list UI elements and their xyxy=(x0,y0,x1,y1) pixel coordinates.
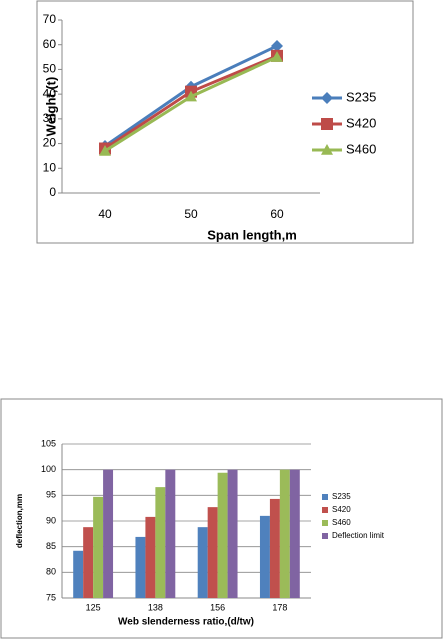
y-tick-label: 10 xyxy=(43,160,57,174)
y-tick-label: 30 xyxy=(43,111,57,125)
x-axis-label: Web slenderness ratio,(d/tw) xyxy=(118,617,254,628)
legend-label: S420 xyxy=(332,505,351,514)
bar xyxy=(73,550,84,598)
y-tick-label: 0 xyxy=(49,185,56,199)
y-tick-label: 85 xyxy=(46,541,56,551)
bar xyxy=(83,527,94,598)
bar xyxy=(135,536,146,598)
x-tick-label: 125 xyxy=(86,602,101,612)
legend-label: S235 xyxy=(346,89,376,104)
bar xyxy=(145,516,156,598)
legend-label: S460 xyxy=(332,518,351,527)
legend-marker xyxy=(321,92,333,104)
x-tick-label: 138 xyxy=(148,602,163,612)
marker xyxy=(99,144,111,156)
bar xyxy=(269,498,280,598)
chart-frame xyxy=(36,0,414,244)
bar xyxy=(259,515,270,598)
x-tick-label: 40 xyxy=(98,207,112,221)
x-tick-label: 178 xyxy=(272,602,287,612)
y-tick-label: 70 xyxy=(43,12,57,26)
y-tick-label: 40 xyxy=(43,86,57,100)
marker xyxy=(185,90,197,102)
legend-label: S235 xyxy=(332,492,351,501)
legend-label: S460 xyxy=(346,141,376,156)
x-tick-label: 60 xyxy=(270,207,284,221)
legend-swatch xyxy=(322,520,328,526)
legend-swatch xyxy=(322,507,328,513)
y-axis-label: deflection,mm xyxy=(15,494,24,548)
legend-marker xyxy=(321,118,333,130)
x-tick-label: 50 xyxy=(184,207,198,221)
y-tick-label: 90 xyxy=(46,515,56,525)
legend-marker xyxy=(321,144,333,155)
y-tick-label: 95 xyxy=(46,490,56,500)
legend-label: Deflection limit xyxy=(332,531,385,540)
y-axis-label: Weight,(t) xyxy=(43,77,58,137)
bar xyxy=(217,472,228,598)
bar xyxy=(207,507,218,598)
y-tick-label: 50 xyxy=(43,62,57,76)
marker xyxy=(271,39,283,52)
y-tick-label: 75 xyxy=(46,592,56,602)
y-tick-label: 100 xyxy=(41,464,56,474)
bar xyxy=(289,469,300,598)
x-axis-label: Span length,m xyxy=(207,227,297,242)
legend-swatch xyxy=(322,533,328,539)
legend-label: S420 xyxy=(346,115,376,130)
y-tick-label: 80 xyxy=(46,567,56,577)
bar xyxy=(279,469,290,598)
y-tick-label: 105 xyxy=(41,438,56,448)
legend-swatch xyxy=(322,494,328,500)
y-tick-label: 60 xyxy=(43,37,57,51)
bar xyxy=(93,496,104,598)
bar xyxy=(197,527,208,598)
x-tick-label: 156 xyxy=(210,602,225,612)
marker xyxy=(271,51,283,62)
bar xyxy=(155,487,166,598)
bar xyxy=(227,469,238,598)
bar xyxy=(103,469,114,598)
bar xyxy=(165,469,176,598)
y-tick-label: 20 xyxy=(43,136,57,150)
